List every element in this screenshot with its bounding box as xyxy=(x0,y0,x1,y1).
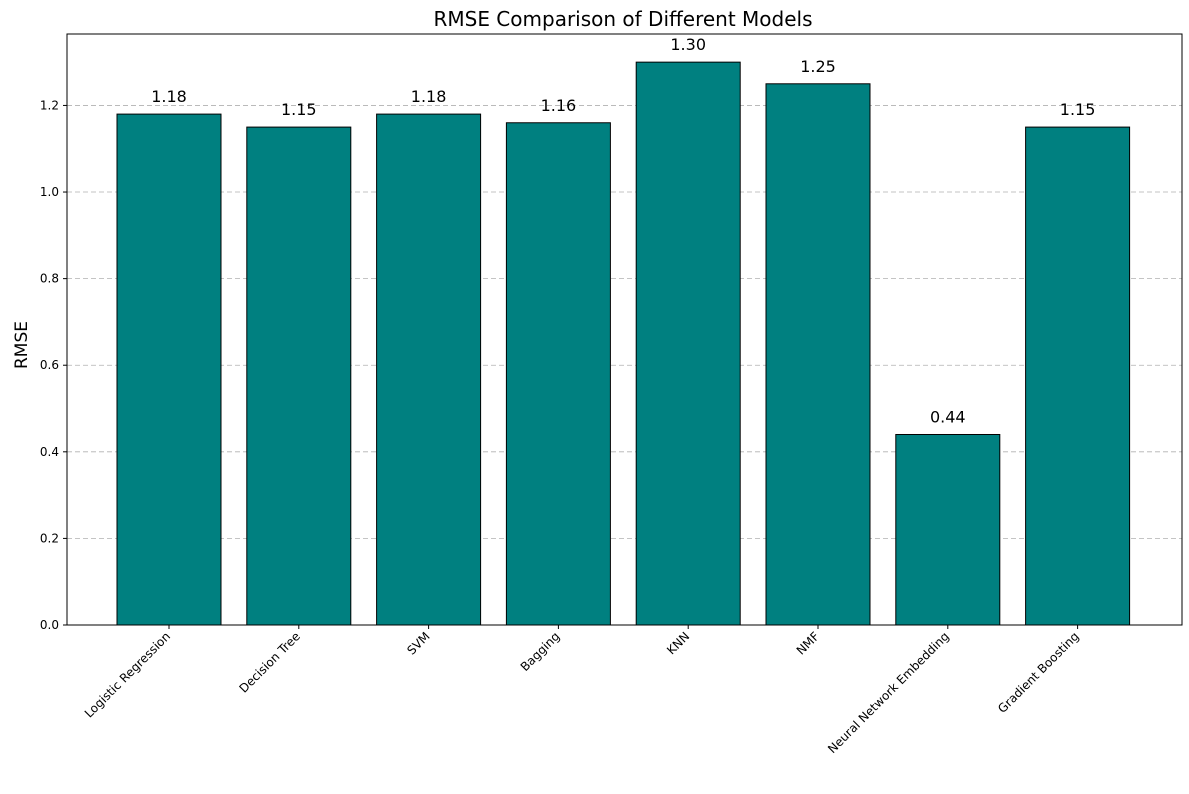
y-tick-label: 0.4 xyxy=(40,445,59,459)
x-tick-label: KNN xyxy=(664,629,692,657)
bar xyxy=(116,113,222,626)
x-tick-label: SVM xyxy=(404,629,432,657)
bar xyxy=(765,83,871,626)
x-tick-label: Gradient Boosting xyxy=(995,629,1082,716)
y-tick-label: 0.8 xyxy=(40,272,59,286)
y-tick-label: 0.6 xyxy=(40,358,59,372)
gridlines xyxy=(67,105,1182,539)
value-label: 1.25 xyxy=(800,57,836,76)
value-label: 1.16 xyxy=(541,96,577,115)
value-label: 1.15 xyxy=(281,100,317,119)
y-axis-label: RMSE xyxy=(12,321,32,369)
bar xyxy=(246,126,352,626)
x-tick-label: Neural Network Embedding xyxy=(825,629,952,756)
y-tick-label: 0.2 xyxy=(40,531,59,545)
value-label: 1.15 xyxy=(1060,100,1096,119)
y-tick-label: 1.2 xyxy=(40,98,59,112)
bar xyxy=(376,113,482,626)
value-labels: 1.18 1.15 1.18 1.16 1.30 1.25 0.44 1.15 xyxy=(151,35,1095,426)
chart-title: RMSE Comparison of Different Models xyxy=(433,7,812,31)
bar xyxy=(1025,126,1131,626)
y-tick-label: 0.0 xyxy=(40,618,59,632)
bars xyxy=(116,61,1131,626)
y-tick-label: 1.0 xyxy=(40,185,59,199)
plot-area-frame xyxy=(66,33,1183,626)
bar xyxy=(505,122,611,626)
y-ticks: 0.0 0.2 0.4 0.6 0.8 1.0 1.2 xyxy=(40,98,67,632)
x-tick-label: Decision Tree xyxy=(237,629,303,695)
value-label: 0.44 xyxy=(930,407,966,426)
value-label: 1.18 xyxy=(411,87,447,106)
x-tick-label: Bagging xyxy=(518,629,563,674)
value-label: 1.30 xyxy=(670,35,706,54)
x-ticks: Logistic Regression Decision Tree SVM Baggi… xyxy=(82,625,1082,756)
x-tick-label: Logistic Regression xyxy=(82,629,173,720)
bar xyxy=(635,61,741,626)
bar xyxy=(895,433,1001,626)
value-label: 1.18 xyxy=(151,87,187,106)
x-tick-label: NMF xyxy=(794,629,823,658)
